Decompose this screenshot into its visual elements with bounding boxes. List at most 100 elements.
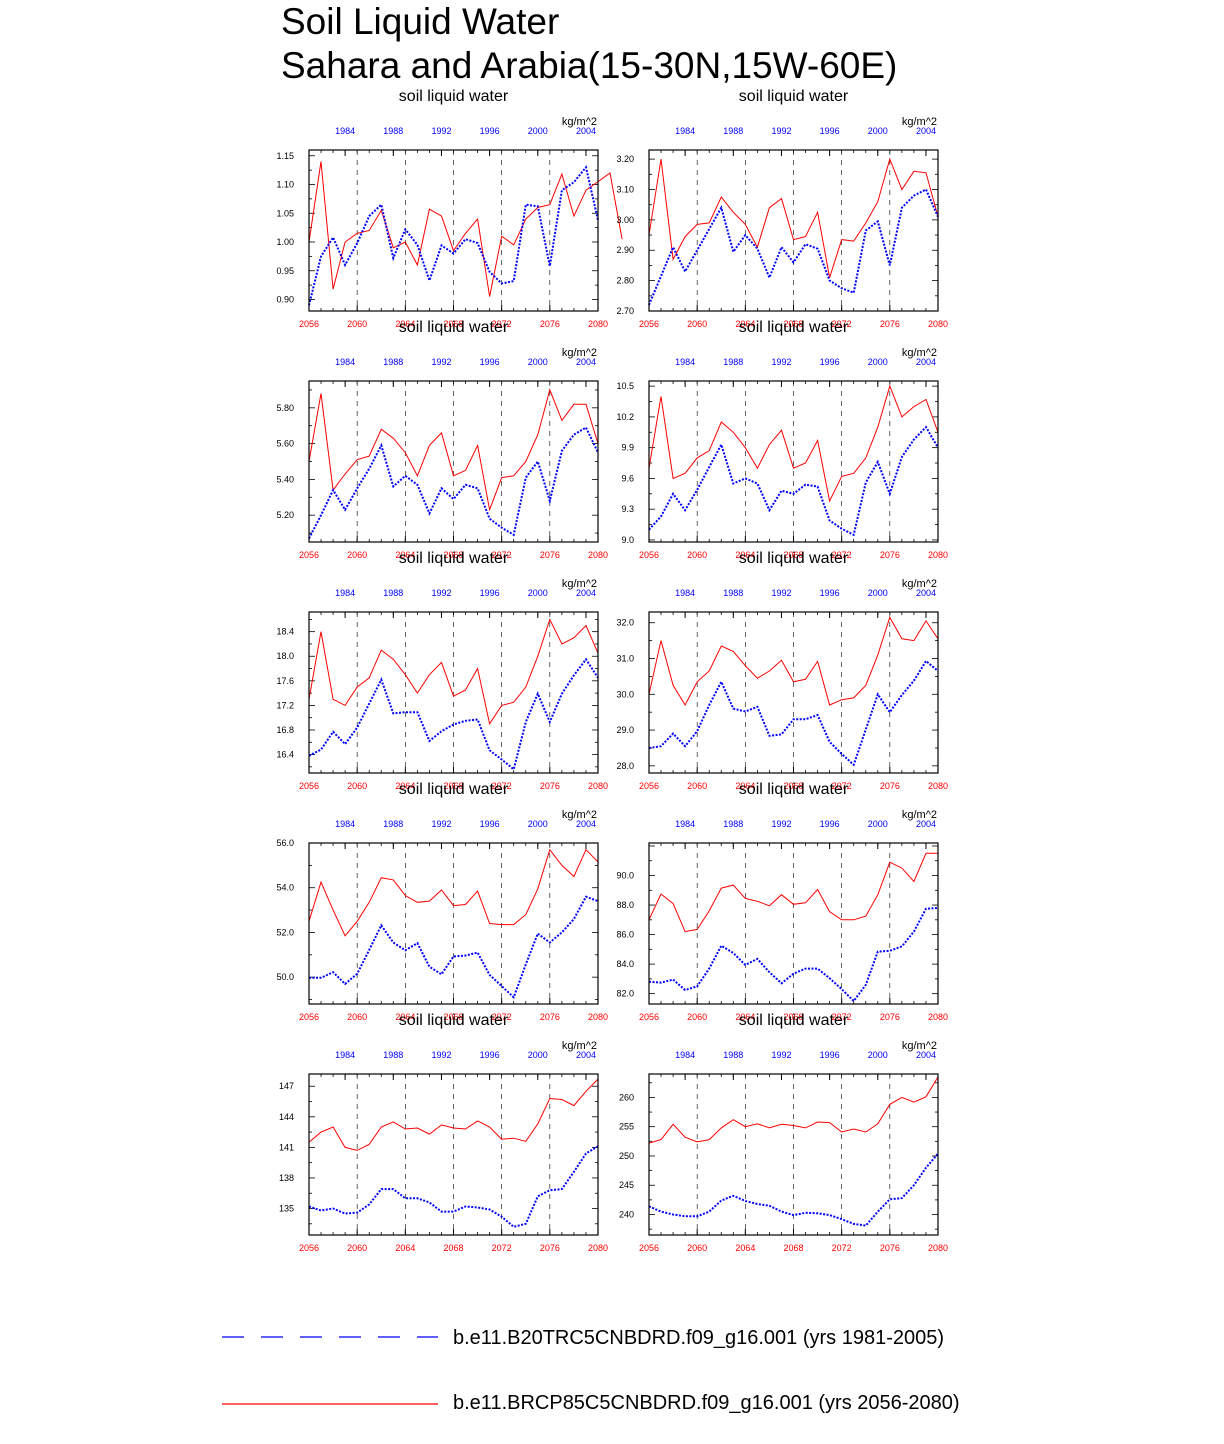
- series-historical-line: [309, 895, 599, 1000]
- series-future-line: [308, 848, 599, 937]
- x-top-tick-label: 1996: [480, 1050, 500, 1060]
- x-top-tick-label: 2004: [576, 126, 596, 136]
- x-top-tick-label: 1996: [480, 819, 500, 829]
- plot-frame: [648, 380, 939, 543]
- legend-future-line: [222, 1403, 438, 1405]
- y-tick-label: 9.0: [621, 535, 634, 545]
- x-tick-label: 2064: [395, 550, 415, 560]
- x-tick-label: 2068: [783, 1012, 803, 1022]
- x-tick-label: 2080: [588, 319, 608, 329]
- x-tick-label: 2056: [639, 781, 659, 791]
- plot-frame: [648, 1073, 939, 1236]
- x-top-tick-label: 1996: [480, 588, 500, 598]
- series-historical-line: [648, 1152, 939, 1227]
- y-tick-label: 86.0: [616, 930, 634, 940]
- units-label: kg/m^2: [562, 578, 597, 590]
- plot-frame: [648, 842, 939, 1005]
- panel-title: soil liquid water: [399, 319, 509, 336]
- units-label: kg/m^2: [902, 116, 937, 128]
- panel-title: soil liquid water: [739, 550, 849, 567]
- x-top-tick-label: 2000: [528, 588, 548, 598]
- y-tick-label: 29.0: [616, 725, 634, 735]
- x-tick-label: 2064: [735, 550, 755, 560]
- x-tick-label: 2068: [443, 1243, 463, 1253]
- plot-frame: [308, 1073, 599, 1236]
- x-tick-label: 2072: [832, 781, 852, 791]
- x-tick-label: 2060: [347, 781, 367, 791]
- x-tick-label: 2060: [687, 550, 707, 560]
- x-top-tick-label: 2004: [576, 1050, 596, 1060]
- x-top-tick-label: 2000: [528, 357, 548, 367]
- series-historical-line: [648, 659, 939, 767]
- legend-historical-label: b.e11.B20TRC5CNBDRD.f09_g16.001 (yrs 198…: [453, 1327, 945, 1349]
- x-tick-label: 2060: [347, 1012, 367, 1022]
- x-tick-label: 2080: [928, 550, 948, 560]
- y-tick-label: 2.90: [616, 245, 634, 255]
- y-tick-label: 30.0: [616, 689, 634, 699]
- x-top-tick-label: 2004: [916, 588, 936, 598]
- panel-title: soil liquid water: [399, 1012, 509, 1029]
- series-future-line: [308, 161, 623, 297]
- figure-title-line2: Sahara and Arabia(15-30N,15W-60E): [281, 45, 898, 86]
- x-tick-label: 2080: [928, 1243, 948, 1253]
- x-tick-label: 2072: [492, 781, 512, 791]
- y-tick-label: 32.0: [616, 618, 634, 628]
- units-label: kg/m^2: [562, 116, 597, 128]
- x-top-tick-label: 1988: [383, 357, 403, 367]
- x-top-tick-label: 1996: [820, 819, 840, 829]
- x-tick-label: 2080: [588, 1012, 608, 1022]
- x-tick-label: 2072: [832, 319, 852, 329]
- plot-frame: [308, 380, 599, 543]
- units-label: kg/m^2: [902, 347, 937, 359]
- x-tick-label: 2076: [540, 781, 560, 791]
- x-tick-label: 2064: [395, 1012, 415, 1022]
- x-tick-label: 2076: [880, 550, 900, 560]
- x-top-tick-label: 2004: [576, 588, 596, 598]
- x-tick-label: 2068: [443, 781, 463, 791]
- x-tick-label: 2060: [687, 319, 707, 329]
- x-top-tick-label: 2000: [528, 1050, 548, 1060]
- y-tick-label: 9.6: [621, 473, 634, 483]
- x-top-tick-label: 1992: [431, 588, 451, 598]
- x-top-tick-label: 1984: [675, 588, 695, 598]
- y-tick-label: 17.2: [276, 700, 294, 710]
- y-tick-label: 3.10: [616, 184, 634, 194]
- x-top-tick-label: 1992: [431, 1050, 451, 1060]
- plot-frame: [308, 611, 599, 774]
- x-top-tick-label: 1996: [820, 126, 840, 136]
- units-label: kg/m^2: [902, 578, 937, 590]
- series-historical-line: [648, 425, 939, 537]
- panel-title: soil liquid water: [739, 319, 849, 336]
- x-top-tick-label: 1984: [675, 357, 695, 367]
- panel-title: soil liquid water: [399, 781, 509, 798]
- x-top-tick-label: 1984: [335, 126, 355, 136]
- y-tick-label: 141: [279, 1142, 294, 1152]
- x-tick-label: 2068: [443, 1012, 463, 1022]
- series-future-line: [648, 616, 939, 707]
- y-tick-label: 84.0: [616, 959, 634, 969]
- x-top-tick-label: 2000: [528, 819, 548, 829]
- x-top-tick-label: 2000: [868, 1050, 888, 1060]
- x-top-tick-label: 1992: [771, 1050, 791, 1060]
- series-historical-line: [308, 165, 599, 306]
- x-tick-label: 2056: [639, 550, 659, 560]
- y-tick-label: 56.0: [276, 838, 294, 848]
- y-tick-label: 82.0: [616, 989, 634, 999]
- x-tick-label: 2064: [395, 1243, 415, 1253]
- x-tick-label: 2072: [492, 1012, 512, 1022]
- x-tick-label: 2076: [540, 550, 560, 560]
- x-tick-label: 2056: [299, 319, 319, 329]
- y-tick-label: 52.0: [276, 927, 294, 937]
- y-tick-label: 0.95: [276, 266, 294, 276]
- units-label: kg/m^2: [562, 1040, 597, 1052]
- x-tick-label: 2076: [880, 1243, 900, 1253]
- x-top-tick-label: 1992: [431, 357, 451, 367]
- y-tick-label: 1.15: [276, 151, 294, 161]
- y-tick-label: 1.00: [276, 237, 294, 247]
- units-label: kg/m^2: [902, 809, 937, 821]
- x-top-tick-label: 1992: [431, 126, 451, 136]
- x-tick-label: 2056: [639, 1243, 659, 1253]
- x-top-tick-label: 1988: [723, 126, 743, 136]
- panel-title: soil liquid water: [739, 88, 849, 105]
- y-tick-label: 250: [619, 1151, 634, 1161]
